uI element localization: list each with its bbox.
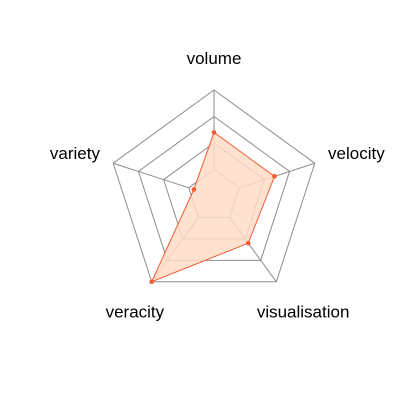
grid-ring-4: [112, 89, 316, 283]
data-point-visualisation: [245, 240, 251, 246]
data-point-volume: [211, 130, 217, 135]
axis-label-visualisation: visualisation: [257, 302, 350, 321]
series-area-0: [150, 131, 276, 283]
axis-labels: volume velocity visualisation veracity varie…: [50, 49, 385, 322]
data-point-variety: [191, 187, 197, 192]
grid-ring-3: [137, 115, 291, 261]
data-point-velocity: [272, 174, 277, 179]
radar-series: [149, 130, 277, 285]
axis-label-velocity: velocity: [328, 144, 385, 163]
axis-label-variety: variety: [50, 144, 101, 163]
axis-label-volume: volume: [187, 49, 242, 68]
axis-label-veracity: veracity: [106, 302, 165, 321]
data-point-veracity: [149, 279, 154, 285]
spoke-variety: [113, 162, 189, 189]
